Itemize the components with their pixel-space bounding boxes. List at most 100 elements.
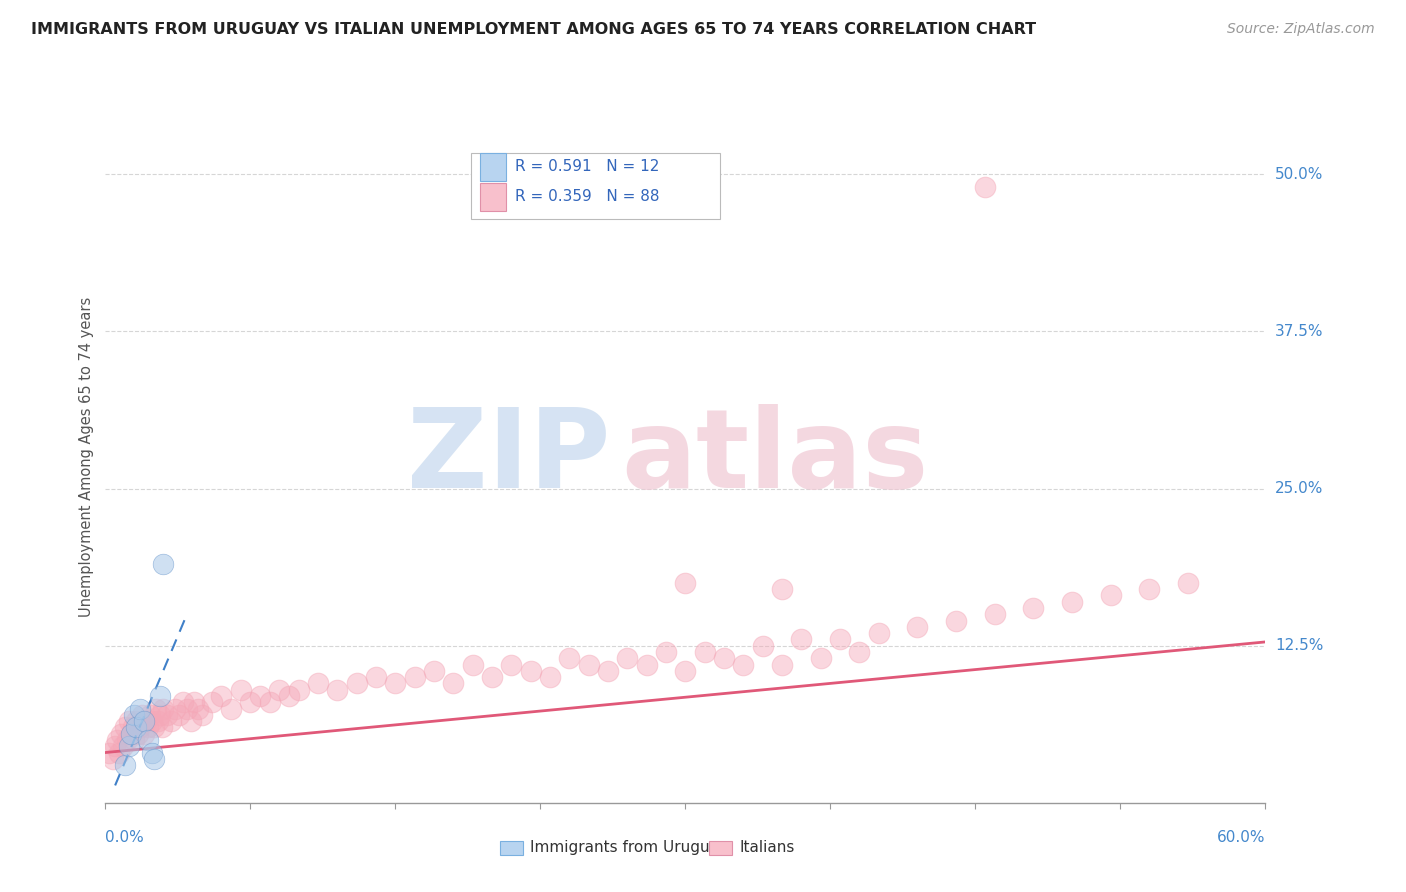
Point	[142, 752, 165, 766]
Point	[229, 682, 252, 697]
Point	[129, 720, 152, 734]
Point	[104, 739, 127, 754]
Point	[810, 651, 832, 665]
Point	[733, 657, 755, 672]
Point	[578, 657, 600, 672]
Point	[201, 695, 224, 709]
Point	[110, 726, 132, 740]
FancyBboxPatch shape	[709, 841, 733, 855]
Point	[167, 707, 190, 722]
Point	[152, 557, 174, 571]
Point	[461, 657, 484, 672]
Point	[145, 701, 167, 715]
Point	[125, 720, 148, 734]
Point	[239, 695, 262, 709]
Text: 50.0%: 50.0%	[1275, 167, 1323, 182]
Point	[520, 664, 543, 678]
Text: 60.0%: 60.0%	[1218, 830, 1265, 846]
Point	[176, 701, 198, 715]
Point	[141, 714, 163, 728]
Point	[675, 575, 697, 590]
Point	[269, 682, 291, 697]
Point	[172, 695, 194, 709]
Text: 12.5%: 12.5%	[1275, 638, 1323, 653]
Text: 25.0%: 25.0%	[1275, 481, 1323, 496]
Point	[114, 720, 136, 734]
Point	[121, 720, 143, 734]
Point	[156, 707, 179, 722]
Point	[105, 733, 128, 747]
Point	[129, 701, 152, 715]
Point	[868, 626, 890, 640]
Point	[139, 707, 162, 722]
Point	[160, 714, 183, 728]
Point	[131, 707, 153, 722]
Point	[598, 664, 620, 678]
FancyBboxPatch shape	[479, 153, 506, 180]
Point	[770, 582, 793, 596]
Point	[118, 739, 141, 754]
Point	[907, 620, 929, 634]
Point	[108, 746, 131, 760]
Text: R = 0.591   N = 12: R = 0.591 N = 12	[515, 160, 659, 174]
Point	[259, 695, 281, 709]
Text: Immigrants from Uruguay: Immigrants from Uruguay	[530, 840, 728, 855]
Text: IMMIGRANTS FROM URUGUAY VS ITALIAN UNEMPLOYMENT AMONG AGES 65 TO 74 YEARS CORREL: IMMIGRANTS FROM URUGUAY VS ITALIAN UNEMP…	[31, 22, 1036, 37]
Point	[616, 651, 638, 665]
Point	[790, 632, 813, 647]
Point	[142, 720, 165, 734]
Text: Italians: Italians	[740, 840, 796, 855]
Point	[423, 664, 446, 678]
Point	[481, 670, 503, 684]
Point	[124, 733, 146, 747]
Point	[180, 714, 202, 728]
Point	[278, 689, 301, 703]
Point	[945, 614, 967, 628]
Point	[249, 689, 271, 703]
Point	[1177, 575, 1199, 590]
Point	[124, 707, 146, 722]
Point	[713, 651, 735, 665]
Point	[125, 714, 148, 728]
Point	[1022, 601, 1045, 615]
Point	[141, 746, 163, 760]
Point	[636, 657, 658, 672]
Point	[752, 639, 775, 653]
Point	[384, 676, 406, 690]
Text: 0.0%: 0.0%	[105, 830, 145, 846]
Point	[136, 720, 159, 734]
Point	[120, 726, 142, 740]
Point	[149, 707, 172, 722]
Point	[211, 689, 233, 703]
Text: Source: ZipAtlas.com: Source: ZipAtlas.com	[1227, 22, 1375, 37]
Point	[848, 645, 870, 659]
Point	[770, 657, 793, 672]
Point	[219, 701, 242, 715]
Point	[974, 180, 997, 194]
Point	[346, 676, 368, 690]
Point	[830, 632, 852, 647]
Point	[114, 758, 136, 772]
Point	[693, 645, 716, 659]
Point	[149, 689, 172, 703]
Point	[150, 720, 173, 734]
Point	[132, 714, 156, 728]
Point	[404, 670, 426, 684]
Point	[558, 651, 581, 665]
Point	[152, 701, 174, 715]
Point	[366, 670, 388, 684]
Point	[326, 682, 349, 697]
Point	[538, 670, 561, 684]
Point	[132, 726, 156, 740]
Point	[187, 701, 209, 715]
Point	[307, 676, 329, 690]
Point	[165, 701, 187, 715]
FancyBboxPatch shape	[479, 183, 506, 211]
Point	[183, 695, 205, 709]
Point	[1062, 595, 1084, 609]
Text: ZIP: ZIP	[406, 404, 610, 510]
Point	[103, 752, 124, 766]
Point	[675, 664, 697, 678]
Point	[1099, 589, 1122, 603]
Text: atlas: atlas	[621, 404, 929, 510]
